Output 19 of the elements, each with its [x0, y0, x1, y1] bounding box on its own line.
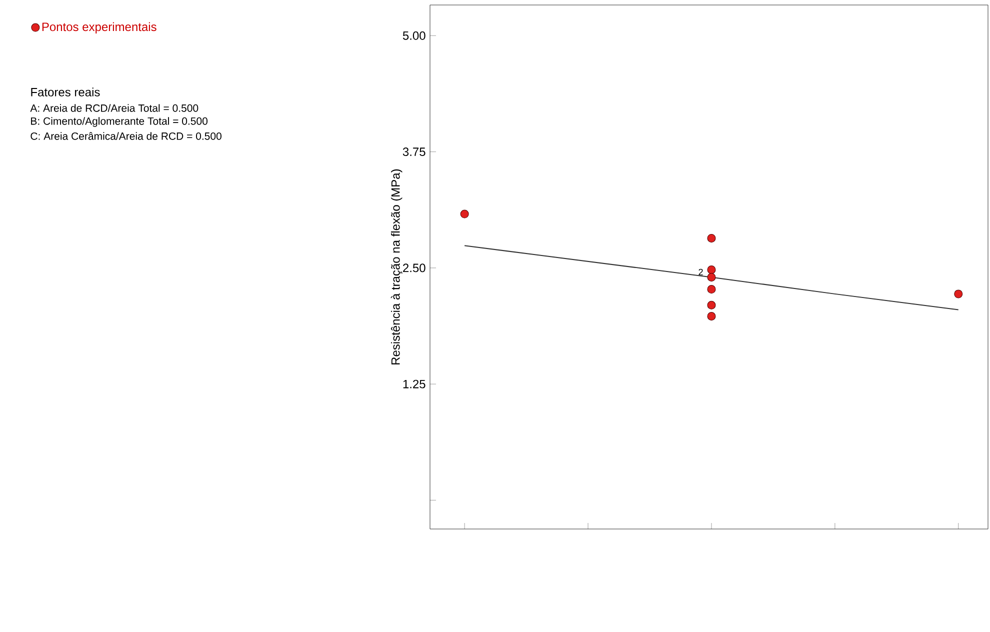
text: C: Areia Cerâmica/Areia de RCD = 0.500 [30, 132, 222, 140]
point [954, 290, 963, 298]
text: Fatores reais [31, 88, 100, 96]
text: B: Cimento/Aglomerante Total = 0.500 [31, 117, 208, 127]
y-tick-label: 5.00 [402, 31, 426, 40]
annotation: 2 [698, 268, 703, 276]
point [460, 210, 469, 218]
point [707, 272, 716, 282]
y-axis-title: Resistência à tração na flexão (MPa) [390, 169, 402, 364]
legend-label: Pontos experimentais [42, 22, 156, 34]
point [707, 285, 716, 294]
y-tick-label: 1.25 [403, 380, 426, 388]
point [707, 234, 716, 242]
text: A: Areia de RCD/Areia Total = 0.500 [30, 104, 198, 112]
y-tick-label: 2.50 [403, 264, 426, 272]
point [707, 266, 716, 274]
y-tick-label: 3.75 [402, 148, 426, 156]
point [707, 312, 716, 320]
point [707, 300, 716, 310]
